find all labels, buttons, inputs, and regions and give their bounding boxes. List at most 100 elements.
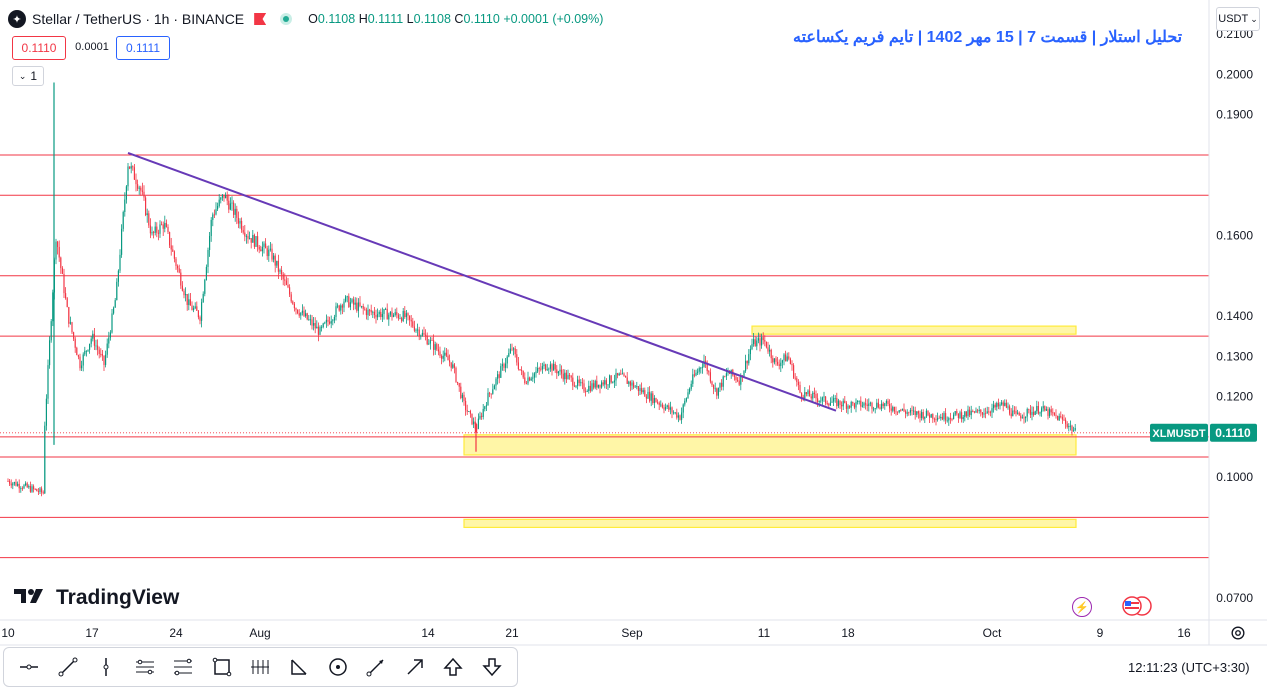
buy-button[interactable]: 0.1111 (116, 36, 170, 60)
candle (697, 368, 699, 376)
candle-body (500, 366, 502, 378)
candle-body (23, 485, 25, 489)
candle-body (1041, 408, 1043, 413)
candle (205, 264, 207, 281)
flag-icon[interactable] (254, 13, 267, 25)
candle (436, 342, 438, 351)
abcd-pattern-icon[interactable] (285, 653, 313, 681)
candle-body (301, 310, 303, 313)
candle-body (481, 415, 483, 417)
candle (12, 482, 14, 490)
candle (82, 352, 84, 372)
candle (673, 410, 675, 415)
spread-value: 0.0001 (75, 41, 109, 53)
candle-body (164, 222, 166, 229)
candle-body (937, 417, 939, 420)
symbol-title[interactable]: Stellar / TetherUS · 1h · BINANCE (32, 11, 245, 27)
candle (282, 272, 284, 286)
market-status-icon (280, 13, 293, 25)
candle (386, 303, 388, 320)
currency-selector[interactable]: USDT ⌄ (1216, 7, 1260, 31)
candle (361, 305, 363, 309)
arrow-down-icon[interactable] (478, 653, 506, 681)
price-zone[interactable] (463, 518, 1077, 529)
candle-body (380, 311, 382, 318)
candle (701, 363, 703, 374)
candle-body (52, 292, 54, 322)
candle-body (922, 412, 924, 419)
candle-body (906, 412, 908, 414)
candle-body (175, 258, 177, 266)
fib-retracement-icon[interactable] (169, 653, 197, 681)
price-axis[interactable]: 0.21000.20000.19000.16000.14000.13000.12… (1150, 0, 1267, 691)
time-axis[interactable]: 10 17 24 Aug 14 21 Sep 11 18 Oct 9 16 (0, 619, 1267, 646)
candle (442, 350, 444, 363)
parallel-channel-icon[interactable] (131, 653, 159, 681)
candle-body (925, 410, 927, 417)
horizontal-ray-icon[interactable] (15, 653, 43, 681)
candle-body (716, 388, 718, 396)
candle (1034, 410, 1036, 416)
price-zone[interactable] (463, 434, 1077, 456)
arrow-icon[interactable] (401, 653, 429, 681)
candle (541, 362, 543, 374)
candle-body (492, 389, 494, 394)
candles (0, 82, 1209, 497)
arrow-up-icon[interactable] (439, 653, 467, 681)
candle (351, 298, 353, 304)
candle-body (143, 191, 145, 198)
tradingview-wordmark: TradingView (56, 586, 180, 609)
lightning-icon[interactable]: ⚡ (1072, 597, 1092, 617)
candle-body (397, 314, 399, 319)
candle-body (308, 319, 310, 321)
candle-body (79, 356, 81, 369)
candle-body (1068, 426, 1070, 428)
settings-gear-icon[interactable] (1229, 624, 1247, 642)
candle-body (1015, 410, 1017, 414)
candle-body (289, 287, 291, 295)
candle-body (977, 410, 979, 412)
candle (573, 381, 575, 388)
candle-body (138, 187, 140, 189)
candle (733, 374, 735, 381)
us-flag-events-icon[interactable] (1120, 596, 1154, 616)
candle-body (425, 334, 427, 337)
candle-body (669, 407, 671, 410)
candle (1036, 400, 1038, 415)
trend-line-icon[interactable] (54, 653, 82, 681)
candle-body (933, 418, 935, 420)
brush-icon[interactable] (362, 653, 390, 681)
candle (311, 315, 313, 330)
candle (572, 372, 574, 391)
rectangle-icon[interactable] (208, 653, 236, 681)
candle-body (369, 309, 371, 311)
ellipse-icon[interactable] (324, 653, 352, 681)
candle-body (788, 356, 790, 359)
vertical-line-icon[interactable] (92, 653, 120, 681)
sell-button[interactable]: 0.1110 (12, 36, 66, 60)
candle-body (757, 338, 759, 341)
candle-body (252, 235, 254, 243)
clock[interactable]: 12:11:23 (UTC+3:30) (1128, 660, 1250, 675)
candle-body (882, 403, 884, 406)
gann-fan-icon[interactable] (246, 653, 274, 681)
candle-body (207, 249, 209, 267)
candle-body (87, 349, 89, 351)
candle (474, 416, 476, 433)
timezone-label[interactable]: (UTC+3:30) (1181, 660, 1250, 675)
candle-body (455, 367, 457, 382)
candle-body (946, 420, 948, 422)
candle (172, 245, 174, 252)
candle-body (629, 381, 631, 386)
price-zone[interactable] (751, 325, 1077, 335)
trend-line[interactable] (127, 152, 837, 412)
candle-body (521, 369, 523, 371)
candle (578, 375, 580, 387)
candle (44, 421, 46, 495)
collapse-indicators-button[interactable]: ⌄ 1 (12, 66, 44, 86)
candle (257, 231, 259, 252)
candle (114, 297, 116, 308)
candle-body (497, 374, 499, 379)
candle-body (1066, 423, 1068, 428)
